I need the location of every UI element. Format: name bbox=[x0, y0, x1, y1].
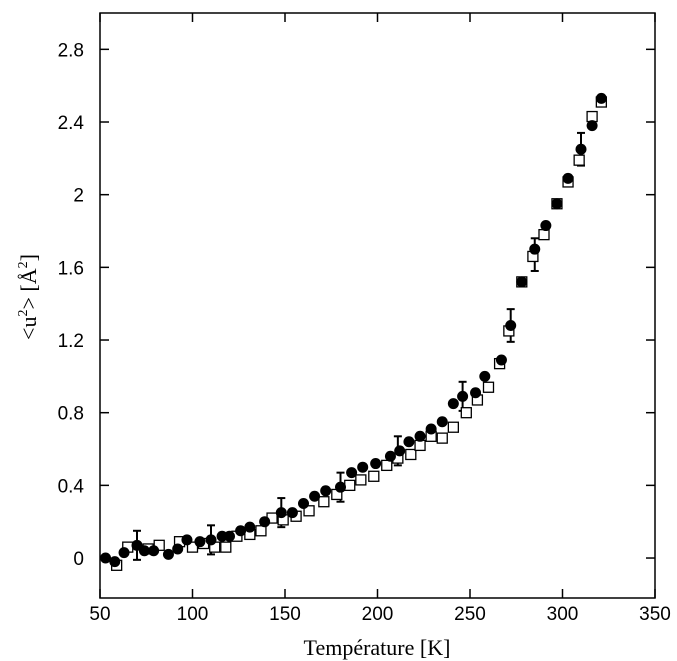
filled-circle-point bbox=[414, 430, 426, 442]
filled-circle-point bbox=[181, 534, 193, 546]
open-square-point bbox=[355, 474, 367, 486]
filled-circle-point bbox=[403, 436, 415, 448]
filled-circle-point bbox=[298, 498, 309, 510]
open-square-point bbox=[447, 421, 460, 433]
filled-circle-point bbox=[235, 525, 247, 537]
x-axis-title: Température [K] bbox=[304, 635, 451, 660]
filled-circle-point bbox=[224, 530, 235, 542]
filled-circle-point bbox=[495, 354, 507, 366]
data-points bbox=[100, 92, 607, 571]
x-tick-label: 350 bbox=[639, 604, 671, 625]
y-axis-title-part-1: <u bbox=[16, 317, 41, 340]
filled-circle-point bbox=[540, 220, 552, 232]
y-axis-title: <u2> [Å2] bbox=[16, 254, 41, 340]
y-axis-title-superscript-1: 2 bbox=[16, 310, 31, 317]
open-square-point bbox=[460, 407, 472, 419]
open-square-point bbox=[538, 228, 550, 241]
filled-circle-point bbox=[384, 450, 396, 462]
filled-circle-point bbox=[205, 534, 217, 546]
y-axis-title-superscript-2: 2 bbox=[16, 261, 31, 268]
filled-circle-point bbox=[138, 545, 150, 557]
filled-circle-point bbox=[529, 243, 541, 255]
open-square-point bbox=[381, 459, 393, 472]
filled-circle-point bbox=[100, 552, 112, 564]
filled-circle-point bbox=[394, 445, 406, 457]
y-tick-label: 1.6 bbox=[58, 258, 84, 279]
y-tick-label: 0 bbox=[73, 549, 84, 570]
plot-frame bbox=[99, 12, 656, 599]
filled-circle-point bbox=[457, 390, 469, 402]
filled-circle-point bbox=[335, 481, 346, 493]
y-axis-title-part-3: ] bbox=[16, 254, 41, 261]
open-square-point bbox=[344, 479, 356, 492]
open-square-point bbox=[482, 381, 495, 393]
open-square-point bbox=[220, 541, 232, 553]
open-square-point bbox=[186, 541, 199, 553]
filled-circle-point bbox=[148, 545, 160, 557]
open-square-point bbox=[255, 525, 267, 537]
y-tick-label: 2.8 bbox=[58, 40, 84, 61]
axis-ticks: 50 100 150 200 250 300 350 0 0.4 0.8 1.2 1.6 2 2.4 2.8 bbox=[58, 13, 671, 625]
filled-circle-point bbox=[595, 92, 607, 104]
filled-circle-point bbox=[505, 319, 517, 331]
filled-circle-point bbox=[370, 458, 382, 470]
open-square-point bbox=[368, 470, 380, 482]
y-tick-label: 0.4 bbox=[58, 476, 85, 497]
filled-circle-point bbox=[320, 485, 332, 497]
x-tick-label: 300 bbox=[547, 604, 579, 625]
filled-circle-point bbox=[309, 490, 321, 502]
filled-circle-point bbox=[346, 467, 358, 479]
x-tick-label: 250 bbox=[454, 604, 486, 625]
x-tick-label: 200 bbox=[362, 604, 394, 625]
filled-circle-point bbox=[436, 416, 448, 428]
filled-circle-point bbox=[194, 536, 206, 548]
filled-circle-point bbox=[286, 507, 298, 519]
y-tick-label: 0.8 bbox=[58, 404, 84, 425]
x-tick-label: 100 bbox=[177, 604, 209, 625]
filled-circle-point bbox=[586, 120, 598, 132]
x-tick-label: 50 bbox=[89, 604, 110, 625]
open-square-point bbox=[303, 505, 315, 517]
open-square-point bbox=[436, 432, 448, 444]
filled-circle-point bbox=[259, 516, 271, 528]
open-square-point bbox=[414, 439, 426, 452]
filled-circle-point bbox=[551, 198, 563, 210]
filled-circle-point bbox=[425, 423, 437, 435]
filled-circle-point bbox=[447, 398, 459, 410]
y-tick-label: 1.2 bbox=[58, 331, 84, 352]
filled-circle-point bbox=[516, 276, 528, 288]
x-tick-label: 150 bbox=[269, 604, 301, 625]
filled-circle-point bbox=[244, 521, 256, 533]
open-square-point bbox=[573, 154, 585, 166]
filled-circle-point bbox=[109, 556, 121, 568]
filled-circle-point bbox=[275, 507, 287, 519]
y-tick-label: 2 bbox=[73, 186, 84, 207]
filled-circle-point bbox=[562, 172, 574, 184]
open-square-point bbox=[318, 496, 330, 508]
filled-circle-point bbox=[162, 548, 174, 560]
filled-circle-point bbox=[357, 461, 369, 473]
filled-circle-point bbox=[118, 547, 130, 559]
y-tick-label: 2.4 bbox=[58, 113, 85, 134]
filled-circle-point bbox=[470, 387, 482, 399]
filled-circle-point bbox=[172, 543, 184, 555]
filled-circle-point bbox=[479, 370, 491, 382]
error-bars bbox=[133, 131, 585, 561]
filled-circle-point bbox=[575, 143, 587, 155]
y-axis-title-part-2: > [Å bbox=[16, 268, 41, 309]
open-square-point bbox=[405, 448, 417, 461]
open-square-point bbox=[586, 110, 598, 123]
